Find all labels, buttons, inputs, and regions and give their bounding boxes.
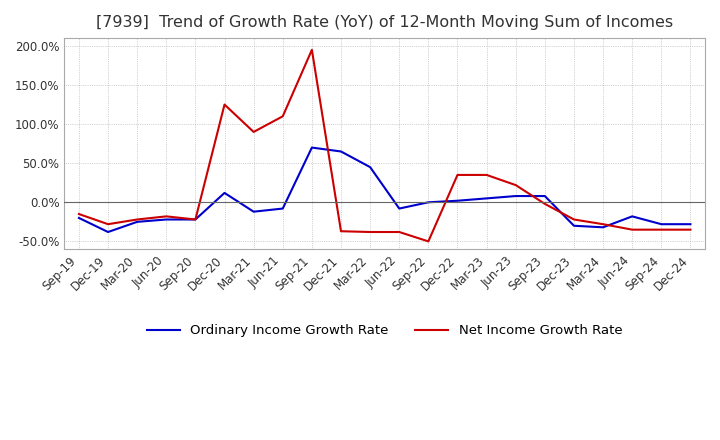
Net Income Growth Rate [541, 201, 549, 206]
Net Income Growth Rate [249, 129, 258, 135]
Ordinary Income Growth Rate [191, 217, 199, 222]
Net Income Growth Rate [482, 172, 491, 178]
Net Income Growth Rate [366, 229, 374, 235]
Net Income Growth Rate [307, 47, 316, 52]
Net Income Growth Rate [337, 229, 346, 234]
Net Income Growth Rate [686, 227, 695, 232]
Ordinary Income Growth Rate [279, 206, 287, 211]
Net Income Growth Rate [191, 217, 199, 222]
Net Income Growth Rate [220, 102, 229, 107]
Ordinary Income Growth Rate [75, 215, 84, 220]
Net Income Growth Rate [453, 172, 462, 178]
Net Income Growth Rate [599, 222, 608, 227]
Ordinary Income Growth Rate [599, 225, 608, 230]
Ordinary Income Growth Rate [162, 217, 171, 222]
Ordinary Income Growth Rate [133, 219, 142, 224]
Net Income Growth Rate [279, 114, 287, 119]
Ordinary Income Growth Rate [657, 222, 666, 227]
Net Income Growth Rate [511, 183, 520, 188]
Ordinary Income Growth Rate [249, 209, 258, 214]
Legend: Ordinary Income Growth Rate, Net Income Growth Rate: Ordinary Income Growth Rate, Net Income … [142, 319, 628, 343]
Net Income Growth Rate [570, 217, 578, 222]
Line: Ordinary Income Growth Rate: Ordinary Income Growth Rate [79, 147, 690, 232]
Net Income Growth Rate [104, 222, 112, 227]
Ordinary Income Growth Rate [541, 194, 549, 199]
Net Income Growth Rate [424, 239, 433, 244]
Ordinary Income Growth Rate [482, 196, 491, 201]
Line: Net Income Growth Rate: Net Income Growth Rate [79, 50, 690, 242]
Net Income Growth Rate [628, 227, 636, 232]
Ordinary Income Growth Rate [395, 206, 404, 211]
Ordinary Income Growth Rate [570, 223, 578, 228]
Ordinary Income Growth Rate [307, 145, 316, 150]
Net Income Growth Rate [75, 211, 84, 216]
Ordinary Income Growth Rate [424, 200, 433, 205]
Ordinary Income Growth Rate [453, 198, 462, 203]
Net Income Growth Rate [657, 227, 666, 232]
Ordinary Income Growth Rate [511, 194, 520, 199]
Ordinary Income Growth Rate [104, 229, 112, 235]
Net Income Growth Rate [395, 229, 404, 235]
Net Income Growth Rate [133, 217, 142, 222]
Net Income Growth Rate [162, 214, 171, 219]
Ordinary Income Growth Rate [686, 222, 695, 227]
Ordinary Income Growth Rate [628, 214, 636, 219]
Ordinary Income Growth Rate [366, 165, 374, 170]
Ordinary Income Growth Rate [337, 149, 346, 154]
Title: [7939]  Trend of Growth Rate (YoY) of 12-Month Moving Sum of Incomes: [7939] Trend of Growth Rate (YoY) of 12-… [96, 15, 673, 30]
Ordinary Income Growth Rate [220, 190, 229, 195]
